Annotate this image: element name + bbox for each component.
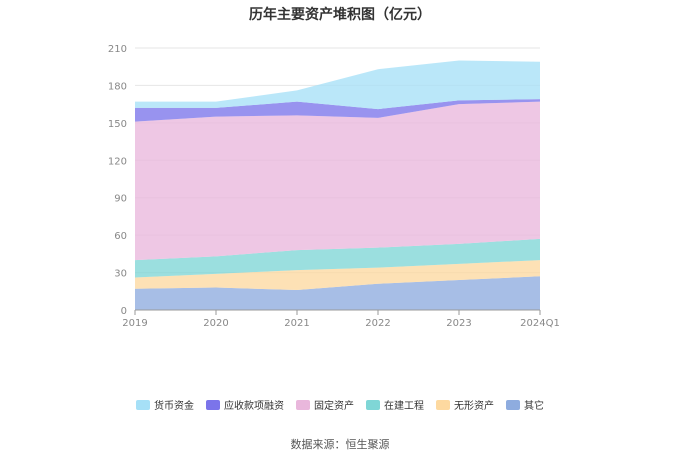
y-tick-label: 120 — [108, 156, 127, 167]
x-tick-label: 2021 — [284, 318, 309, 329]
x-tick-label: 2020 — [203, 318, 228, 329]
area-series-在建工程 — [135, 238, 540, 278]
y-tick-label: 210 — [108, 44, 127, 55]
legend-swatch — [206, 400, 220, 410]
x-tick-label: 2024Q1 — [520, 318, 560, 329]
area-series-无形资产 — [135, 260, 540, 291]
legend-label: 应收款项融资 — [224, 399, 284, 412]
area-series-应收款项融资 — [135, 99, 540, 122]
area-layer — [135, 60, 540, 310]
y-tick-label: 30 — [114, 269, 127, 280]
legend-item-其它[interactable]: 其它 — [506, 399, 544, 412]
legend-swatch — [136, 400, 150, 410]
legend-item-无形资产[interactable]: 无形资产 — [436, 399, 494, 412]
y-tick-label: 90 — [114, 194, 127, 205]
legend-label: 无形资产 — [454, 399, 494, 412]
legend-item-应收款项融资[interactable]: 应收款项融资 — [206, 399, 284, 412]
legend-swatch — [296, 400, 310, 410]
chart-title: 历年主要资产堆积图（亿元） — [249, 7, 431, 23]
x-tick-label: 2023 — [446, 318, 471, 329]
legend-label: 固定资产 — [314, 399, 354, 412]
area-series-货币资金 — [135, 60, 540, 110]
legend-swatch — [506, 400, 520, 410]
y-tick-label: 150 — [108, 119, 127, 130]
legend-label: 在建工程 — [384, 399, 424, 412]
legend-item-货币资金[interactable]: 货币资金 — [136, 399, 194, 412]
y-tick-label: 60 — [114, 231, 127, 242]
legend-item-固定资产[interactable]: 固定资产 — [296, 399, 354, 412]
area-series-其它 — [135, 276, 540, 310]
legend[interactable]: 货币资金 应收款项融资 固定资产 在建工程 无形资产 其它 — [136, 399, 544, 412]
legend-swatch — [366, 400, 380, 410]
legend-swatch — [436, 400, 450, 410]
data-source-note: 数据来源：恒生聚源 — [290, 438, 390, 451]
y-tick-label: 0 — [121, 306, 127, 317]
y-tick-label: 180 — [108, 81, 127, 92]
x-tick-label: 2019 — [122, 318, 147, 329]
legend-label: 其它 — [524, 399, 544, 412]
x-tick-label: 2022 — [365, 318, 390, 329]
legend-label: 货币资金 — [154, 399, 194, 412]
axis-layer: 0 30 60 90 120 150 180 210 2019 2020 2021 2022 2023 2… — [108, 44, 560, 329]
area-series-固定资产 — [135, 101, 540, 261]
legend-item-在建工程[interactable]: 在建工程 — [366, 399, 424, 412]
